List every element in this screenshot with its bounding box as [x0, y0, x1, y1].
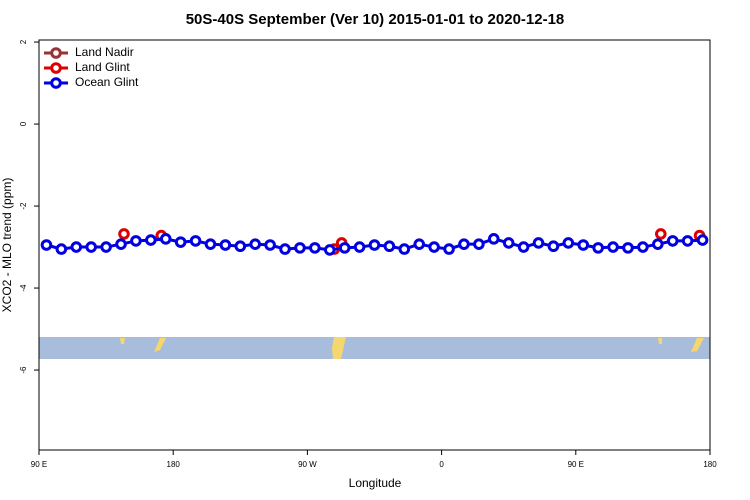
- data-point: [118, 228, 130, 240]
- legend-marker: [50, 77, 62, 89]
- data-point: [159, 233, 172, 245]
- x-tick-label: 90 W: [298, 460, 317, 469]
- data-point: [204, 238, 217, 250]
- y-tick-label: 2: [19, 39, 28, 44]
- legend-label: Land Nadir: [75, 45, 134, 59]
- y-tick-label: -6: [19, 366, 28, 374]
- data-point: [398, 243, 411, 255]
- data-point: [174, 236, 187, 248]
- map-strip: [39, 337, 710, 359]
- data-point: [264, 239, 276, 251]
- data-point: [666, 235, 679, 247]
- data-point: [517, 241, 530, 253]
- data-point: [323, 244, 336, 256]
- data-point: [654, 228, 667, 240]
- data-point: [55, 243, 68, 255]
- chart-title: 50S-40S September (Ver 10) 2015-01-01 to…: [186, 11, 565, 28]
- data-point: [353, 241, 366, 253]
- data-point: [279, 243, 291, 255]
- x-tick-label: 0: [439, 460, 444, 469]
- data-point: [413, 238, 426, 250]
- data-point: [607, 241, 619, 253]
- data-point: [130, 235, 142, 247]
- data-point: [85, 241, 97, 253]
- data-point: [189, 235, 202, 247]
- y-tick-label: -4: [19, 284, 28, 292]
- x-tick-label: 90 E: [31, 460, 47, 469]
- legend-marker: [50, 62, 62, 74]
- data-point: [145, 234, 157, 246]
- data-point: [458, 238, 470, 250]
- y-tick-label: -2: [19, 202, 28, 210]
- data-point: [487, 233, 500, 245]
- data-point: [473, 238, 485, 250]
- x-tick-label: 180: [703, 460, 717, 469]
- legend-label: Ocean Glint: [75, 75, 139, 89]
- data-point: [70, 241, 83, 253]
- data-point: [368, 239, 381, 251]
- data-point: [115, 238, 127, 250]
- data-point: [502, 237, 515, 249]
- data-point: [100, 241, 112, 253]
- data-point: [338, 242, 351, 254]
- data-point: [249, 238, 262, 250]
- plot-frame: [38, 39, 711, 451]
- data-point: [532, 237, 545, 249]
- x-axis-label: Longitude: [349, 476, 402, 490]
- data-point: [637, 241, 649, 253]
- legend-label: Land Glint: [75, 60, 130, 74]
- data-point: [547, 240, 560, 253]
- data-point: [577, 239, 590, 251]
- data-point: [696, 234, 709, 246]
- data-point: [428, 241, 440, 253]
- data-point: [383, 240, 396, 253]
- data-point: [622, 242, 634, 254]
- data-point: [681, 235, 694, 247]
- data-point: [294, 242, 306, 254]
- data-point: [309, 242, 321, 254]
- data-point: [443, 243, 455, 255]
- y-axis-label: XCO2 - MLO trend (ppm): [0, 178, 14, 313]
- x-tick-label: 180: [167, 460, 181, 469]
- data-point: [40, 239, 53, 251]
- data-point: [592, 242, 604, 254]
- data-point: [234, 240, 247, 253]
- y-tick-label: 0: [19, 121, 28, 126]
- x-tick-label: 90 E: [568, 460, 584, 469]
- data-point: [562, 237, 575, 249]
- legend-marker: [50, 47, 62, 59]
- data-point: [652, 238, 664, 250]
- data-point: [219, 239, 232, 251]
